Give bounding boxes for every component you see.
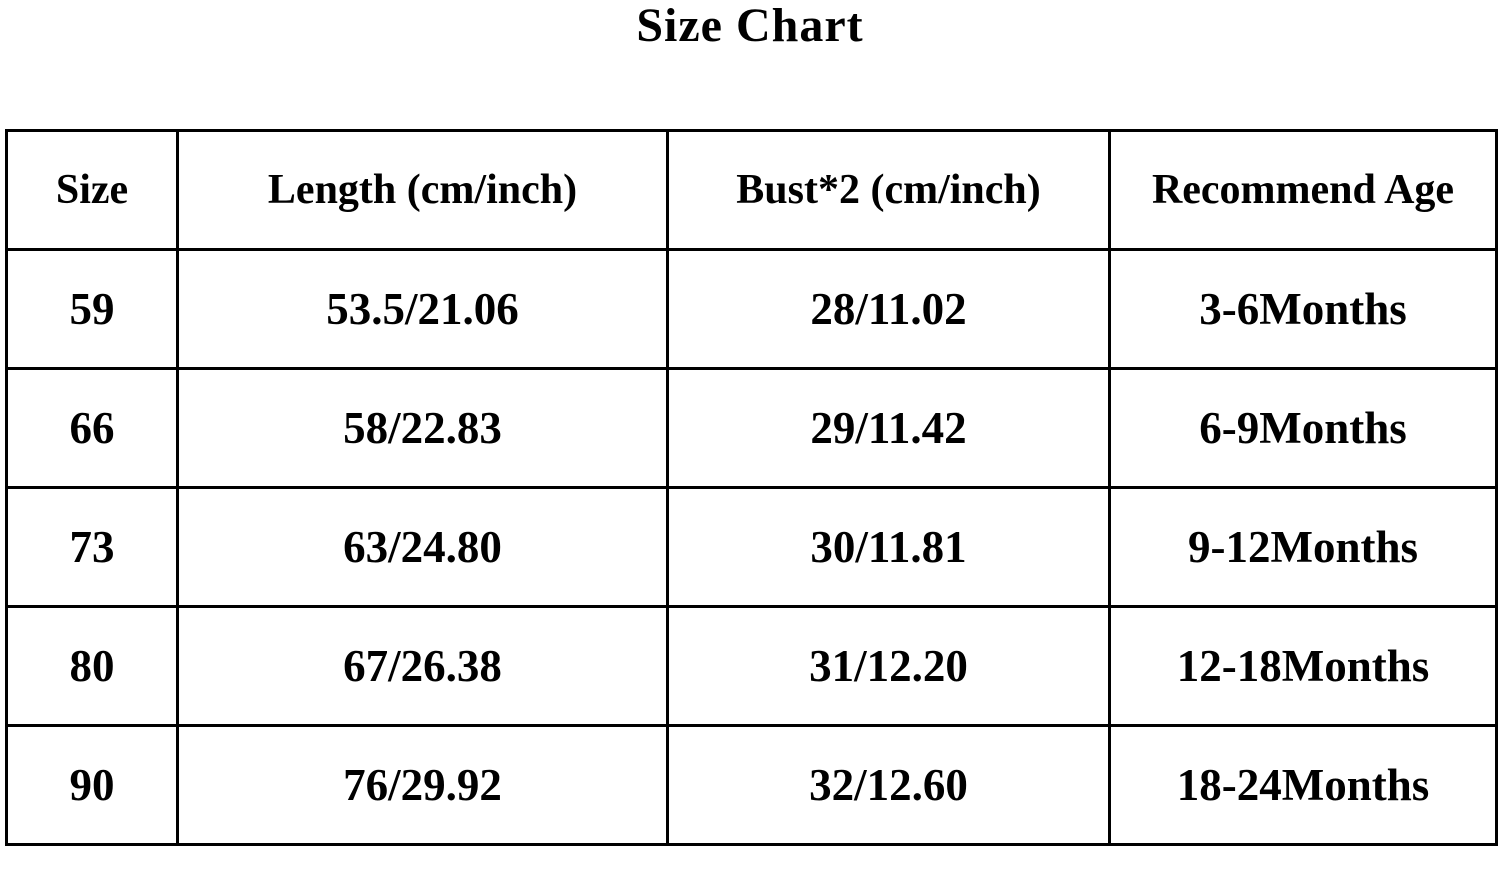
cell-bust: 29/11.42: [666, 367, 1111, 489]
cell-bust: 31/12.20: [666, 605, 1111, 727]
cell-size: 59: [5, 248, 179, 370]
cell-length: 53.5/21.06: [176, 248, 669, 370]
cell-age: 18-24Months: [1108, 724, 1498, 846]
table-row: 80 67/26.38 31/12.20 12-18Months: [5, 605, 1498, 727]
table-row: 66 58/22.83 29/11.42 6-9Months: [5, 367, 1498, 489]
cell-age: 6-9Months: [1108, 367, 1498, 489]
cell-bust: 28/11.02: [666, 248, 1111, 370]
cell-bust: 32/12.60: [666, 724, 1111, 846]
header-length: Length (cm/inch): [176, 129, 669, 251]
page-title: Size Chart: [636, 0, 864, 52]
table-row: 90 76/29.92 32/12.60 18-24Months: [5, 724, 1498, 846]
table-row: 59 53.5/21.06 28/11.02 3-6Months: [5, 248, 1498, 370]
cell-size: 90: [5, 724, 179, 846]
cell-length: 58/22.83: [176, 367, 669, 489]
header-age: Recommend Age: [1108, 129, 1498, 251]
cell-length: 63/24.80: [176, 486, 669, 608]
cell-age: 9-12Months: [1108, 486, 1498, 608]
cell-length: 76/29.92: [176, 724, 669, 846]
table-row: 73 63/24.80 30/11.81 9-12Months: [5, 486, 1498, 608]
cell-length: 67/26.38: [176, 605, 669, 727]
cell-size: 80: [5, 605, 179, 727]
table-header-row: Size Length (cm/inch) Bust*2 (cm/inch) R…: [5, 129, 1498, 251]
header-size: Size: [5, 129, 179, 251]
cell-age: 3-6Months: [1108, 248, 1498, 370]
header-bust: Bust*2 (cm/inch): [666, 129, 1111, 251]
cell-size: 73: [5, 486, 179, 608]
cell-size: 66: [5, 367, 179, 489]
cell-bust: 30/11.81: [666, 486, 1111, 608]
size-chart-table: Size Length (cm/inch) Bust*2 (cm/inch) R…: [5, 129, 1498, 846]
cell-age: 12-18Months: [1108, 605, 1498, 727]
